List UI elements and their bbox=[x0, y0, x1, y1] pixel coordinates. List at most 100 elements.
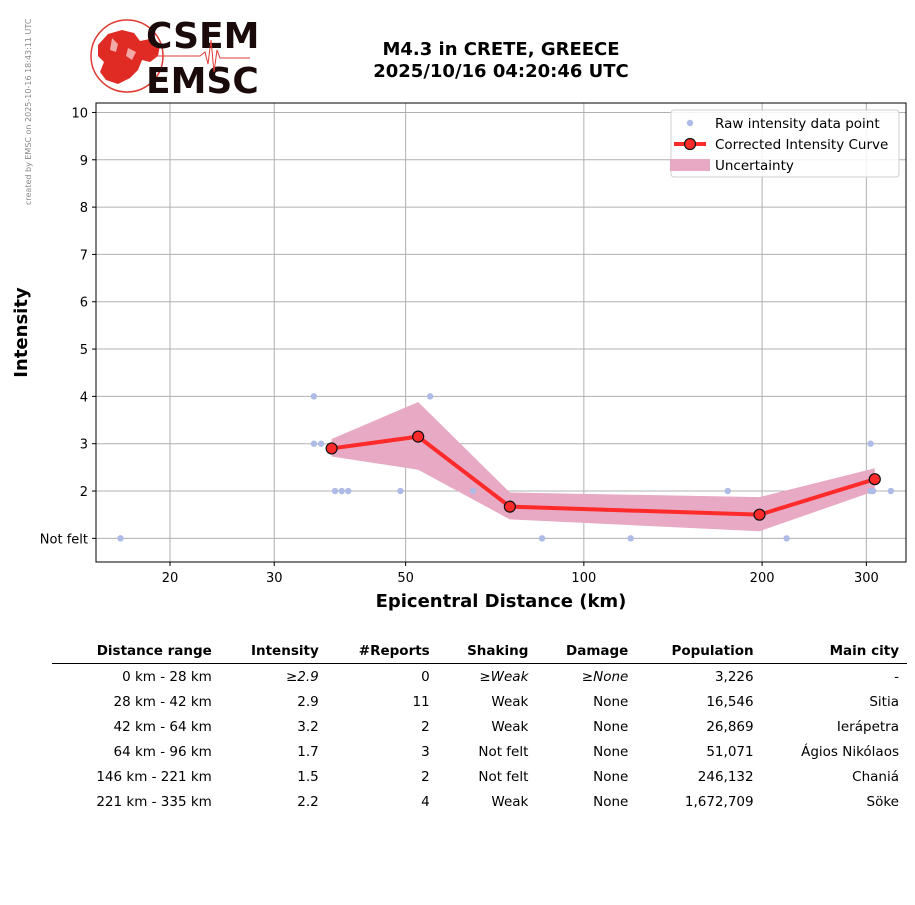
legend-label: Corrected Intensity Curve bbox=[715, 137, 888, 153]
cell-range: 64 km - 96 km bbox=[113, 743, 212, 760]
cell-shaking: Not felt bbox=[478, 768, 529, 785]
cell-reports: 2 bbox=[421, 718, 430, 735]
raw-data-point bbox=[887, 487, 895, 495]
credit-text: created by EMSC on 2025-10-16 18:43:11 U… bbox=[24, 18, 33, 205]
legend-dot-marker bbox=[686, 119, 694, 127]
cell-damage: None bbox=[593, 693, 629, 710]
curve-point bbox=[868, 473, 881, 486]
raw-data-point bbox=[397, 487, 404, 495]
cell-reports: 2 bbox=[421, 768, 430, 785]
cell-reports: 4 bbox=[421, 793, 430, 810]
raw-data-point bbox=[310, 440, 318, 447]
header-population: Population bbox=[636, 641, 762, 664]
curve-point bbox=[325, 442, 338, 455]
raw-data-point bbox=[867, 440, 874, 447]
x-tick-label: 200 bbox=[750, 571, 775, 586]
table-row: 221 km - 335 km 2.2 4 Weak None 1,672,70… bbox=[52, 789, 907, 814]
y-tick-label: 9 bbox=[80, 154, 88, 169]
y-tick-label: 6 bbox=[80, 296, 88, 311]
raw-data-point bbox=[310, 393, 318, 400]
cell-reports: 0 bbox=[421, 668, 430, 685]
intensity-chart: created by EMSC on 2025-10-16 18:43:11 U… bbox=[11, 16, 907, 612]
table-row: 146 km - 221 km 1.5 2 Not felt None 246,… bbox=[52, 764, 907, 789]
cell-intensity: 1.5 bbox=[297, 768, 319, 785]
cell-intensity: 2.9 bbox=[297, 693, 319, 710]
curve-point bbox=[753, 508, 766, 521]
cell-population: 16,546 bbox=[706, 693, 754, 710]
raw-data-point bbox=[724, 487, 731, 495]
raw-data-point bbox=[338, 487, 345, 495]
axis-ticks: 20 30 50 100 200 300 Not felt 2 3 4 5 6 7 8 9 10 bbox=[40, 106, 879, 586]
header-distance-range: Distance range bbox=[52, 641, 220, 664]
cell-damage: None bbox=[593, 768, 629, 785]
cell-shaking: Weak bbox=[491, 693, 529, 710]
y-tick-label: 5 bbox=[80, 343, 88, 358]
cell-reports: 3 bbox=[421, 743, 430, 760]
raw-data-point bbox=[783, 535, 790, 542]
cell-population: 51,071 bbox=[706, 743, 754, 760]
raw-data-point bbox=[317, 440, 325, 447]
y-tick-label: 8 bbox=[80, 201, 88, 216]
y-tick-label: 3 bbox=[80, 438, 88, 453]
legend-patch-marker bbox=[670, 159, 710, 171]
cell-population: 1,672,709 bbox=[684, 793, 754, 810]
uncertainty-area bbox=[331, 402, 875, 532]
cell-city: Ierápetra bbox=[836, 718, 899, 735]
intensity-table: Distance range Intensity #Reports Shakin… bbox=[52, 641, 907, 814]
legend-label: Raw intensity data point bbox=[715, 116, 880, 132]
curve-point bbox=[503, 500, 516, 513]
legend-label: Uncertainty bbox=[715, 158, 794, 174]
x-tick-label: 30 bbox=[266, 571, 283, 586]
y-tick-label: Not felt bbox=[40, 532, 88, 547]
cell-shaking: Not felt bbox=[478, 743, 529, 760]
plot-frame bbox=[95, 102, 907, 563]
cell-city: Sitia bbox=[869, 693, 899, 710]
y-tick-label: 7 bbox=[80, 248, 88, 263]
raw-data-point bbox=[426, 393, 434, 400]
x-axis-label: Epicentral Distance (km) bbox=[376, 591, 627, 612]
x-tick-label: 20 bbox=[162, 571, 179, 586]
cell-range: 146 km - 221 km bbox=[96, 768, 212, 785]
header-main-city: Main city bbox=[761, 641, 907, 664]
x-tick-label: 300 bbox=[854, 571, 879, 586]
cell-intensity: 1.7 bbox=[297, 743, 319, 760]
cell-city: Chaniá bbox=[852, 768, 899, 785]
table-header-row: Distance range Intensity #Reports Shakin… bbox=[52, 641, 907, 664]
cell-city: Söke bbox=[866, 793, 899, 810]
legend-box bbox=[670, 109, 900, 178]
y-tick-label: 2 bbox=[80, 485, 88, 500]
raw-data-point bbox=[469, 487, 477, 495]
cell-population: 26,869 bbox=[706, 718, 754, 735]
raw-points bbox=[117, 393, 895, 542]
cell-reports: 11 bbox=[412, 693, 430, 710]
legend-point-marker bbox=[683, 137, 697, 151]
table-row: 0 km - 28 km ≥2.9 0 ≥Weak ≥None 3,226 - bbox=[52, 664, 907, 690]
cell-range: 42 km - 64 km bbox=[113, 718, 212, 735]
y-axis-label: Intensity bbox=[11, 287, 32, 378]
cell-shaking: Weak bbox=[491, 793, 529, 810]
table-row: 28 km - 42 km 2.9 11 Weak None 16,546 Si… bbox=[52, 689, 907, 714]
header-shaking: Shaking bbox=[437, 641, 537, 664]
header-damage: Damage bbox=[536, 641, 637, 664]
cell-shaking: ≥Weak bbox=[479, 668, 529, 685]
table-row: 42 km - 64 km 3.2 2 Weak None 26,869 Ier… bbox=[52, 714, 907, 739]
cell-damage: ≥None bbox=[581, 668, 629, 685]
curve-point bbox=[412, 430, 425, 443]
cell-range: 221 km - 335 km bbox=[96, 793, 212, 810]
header-reports: #Reports bbox=[326, 641, 438, 664]
logo-bottom-text: EMSC bbox=[146, 61, 259, 102]
raw-data-point bbox=[345, 487, 352, 495]
cell-population: 3,226 bbox=[714, 668, 754, 685]
cell-city: Ágios Nikólaos bbox=[801, 743, 899, 760]
cell-population: 246,132 bbox=[697, 768, 754, 785]
y-tick-label: 4 bbox=[80, 390, 88, 405]
cell-range: 0 km - 28 km bbox=[122, 668, 212, 685]
corrected-curve bbox=[325, 430, 881, 521]
raw-data-point bbox=[627, 535, 634, 542]
cell-damage: None bbox=[593, 718, 629, 735]
cell-damage: None bbox=[593, 743, 629, 760]
chart-title-line2: 2025/10/16 04:20:46 UTC bbox=[373, 61, 629, 82]
header-intensity: Intensity bbox=[219, 641, 327, 664]
cell-intensity: 3.2 bbox=[297, 718, 319, 735]
cell-intensity: 2.2 bbox=[297, 793, 319, 810]
